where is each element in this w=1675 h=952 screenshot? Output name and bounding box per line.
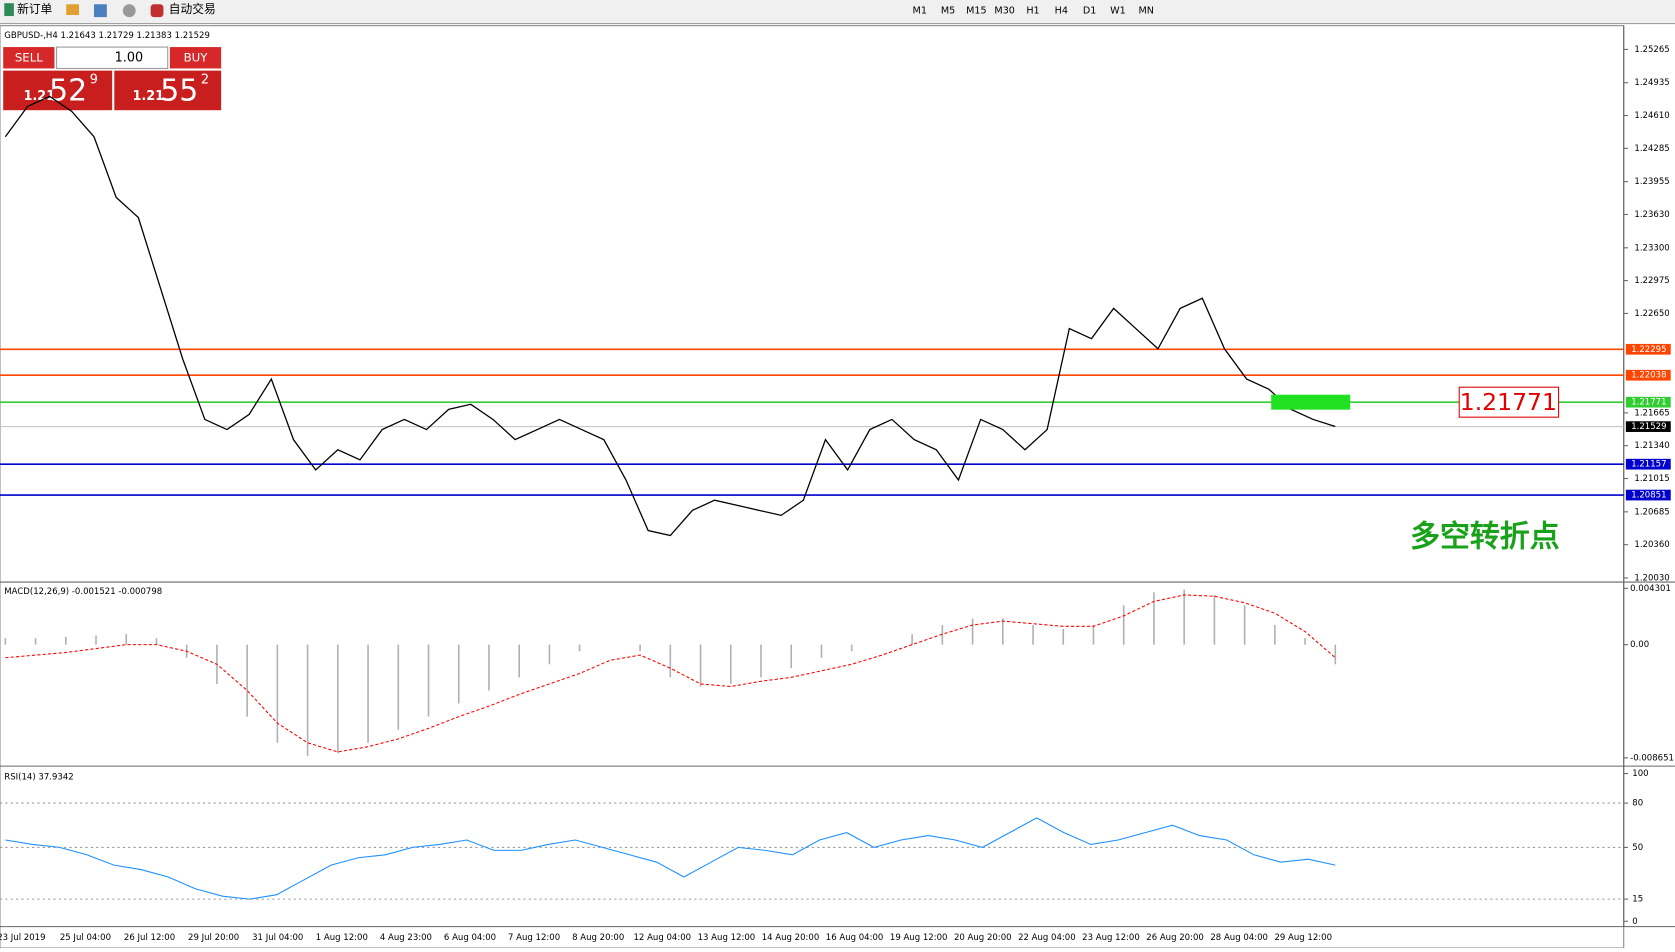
x-tick-label: 26 Jul 12:00 — [124, 933, 175, 943]
x-tick-label: 23 Aug 12:00 — [1082, 933, 1140, 943]
y-tick-label: 1.24935 — [1634, 78, 1669, 88]
lot-input[interactable]: 1.00 — [115, 50, 144, 65]
toolbar-button[interactable]: 自动交易 — [169, 2, 216, 16]
x-tick-label: 25 Jul 04:00 — [60, 933, 111, 943]
x-tick-label: 20 Aug 20:00 — [954, 933, 1012, 943]
chart-frame — [0, 25, 1625, 949]
y-tick-label: -0.008651 — [1630, 753, 1674, 763]
level-label: 1.21157 — [1631, 460, 1666, 470]
x-tick-label: 6 Aug 04:00 — [444, 933, 496, 943]
sell-fraction: 9 — [90, 73, 98, 88]
period-button[interactable]: M15 — [966, 6, 987, 17]
y-tick-label: 1.24285 — [1634, 144, 1669, 154]
price-callout-box — [1458, 386, 1560, 418]
y-tick-label: 1.20030 — [1634, 573, 1669, 583]
indicator-title: MACD(12,26,9) -0.001521 -0.000798 — [4, 587, 162, 597]
x-tick-label: 29 Jul 20:00 — [188, 933, 239, 943]
x-tick-label: 28 Aug 04:00 — [1210, 933, 1268, 943]
x-tick-label: 12 Aug 04:00 — [634, 933, 692, 943]
x-tick-label: 7 Aug 12:00 — [508, 933, 560, 943]
sell-button[interactable]: SELL — [15, 50, 43, 64]
x-tick-label: 19 Aug 12:00 — [890, 933, 948, 943]
y-tick-label: 1.23300 — [1634, 243, 1669, 253]
y-tick-label: 1.20360 — [1634, 540, 1669, 550]
rsi-line — [5, 817, 1336, 900]
x-tick-label: 1 Aug 12:00 — [316, 933, 368, 943]
period-button[interactable]: W1 — [1110, 6, 1126, 17]
period-button[interactable]: D1 — [1083, 6, 1097, 17]
toolbar-button[interactable]: 新订单 — [17, 2, 52, 16]
level-tag — [1625, 396, 1671, 408]
y-tick-label: 1.24610 — [1634, 111, 1669, 121]
level-tag — [1625, 369, 1671, 381]
y-tick-label: 50 — [1632, 843, 1643, 853]
buy-price: 1.21 — [132, 89, 164, 104]
price-callout: 1.21771 — [1460, 388, 1557, 416]
x-tick-label: 22 Aug 04:00 — [1018, 933, 1076, 943]
y-tick-label: 0 — [1632, 917, 1637, 927]
level-label: 1.22038 — [1631, 371, 1666, 381]
toolbar — [0, 0, 1675, 24]
level-label: 1.21771 — [1631, 398, 1666, 408]
buy-fraction: 2 — [201, 73, 209, 88]
y-tick-label: 1.21340 — [1634, 441, 1669, 451]
y-tick-label: 0.004301 — [1630, 584, 1671, 594]
y-tick-label: 1.23630 — [1634, 210, 1669, 220]
y-tick-label: 1.21665 — [1634, 408, 1669, 418]
x-tick-label: 13 Aug 12:00 — [698, 933, 756, 943]
y-tick-label: 1.20685 — [1634, 507, 1669, 517]
x-tick-label: 29 Aug 12:00 — [1274, 933, 1332, 943]
period-button[interactable]: MN — [1138, 6, 1153, 17]
level-label: 1.20851 — [1631, 491, 1666, 501]
x-tick-label: 14 Aug 20:00 — [762, 933, 820, 943]
level-tag — [1625, 489, 1671, 501]
sell-price: 1.21 — [24, 89, 56, 104]
x-tick-label: 8 Aug 20:00 — [572, 933, 624, 943]
y-tick-label: 1.25265 — [1634, 45, 1669, 55]
y-tick-label: 100 — [1632, 769, 1648, 779]
period-button[interactable]: M5 — [941, 6, 955, 17]
y-tick-label: 15 — [1632, 895, 1643, 905]
symbol-header: GBPUSD-,H4 1.21643 1.21729 1.21383 1.215… — [4, 31, 210, 41]
sell-pips: 52 — [49, 74, 87, 109]
y-tick-label: 1.22650 — [1634, 309, 1669, 319]
x-tick-label: 16 Aug 04:00 — [826, 933, 884, 943]
y-tick-label: 1.21015 — [1634, 474, 1669, 484]
y-tick-label: 1.23955 — [1634, 177, 1669, 187]
level-tag — [1625, 458, 1671, 470]
level-tag — [1625, 343, 1671, 355]
x-tick-label: 26 Aug 20:00 — [1146, 933, 1204, 943]
highlight-zone — [1271, 394, 1351, 410]
x-tick-label: 31 Jul 04:00 — [252, 933, 303, 943]
period-button[interactable]: H4 — [1055, 6, 1068, 17]
period-button[interactable]: M1 — [913, 6, 927, 17]
x-tick-label: 23 Jul 2019 — [0, 933, 46, 943]
price-line — [4, 95, 1336, 537]
buy-button[interactable]: BUY — [184, 50, 209, 64]
buy-pips: 55 — [160, 74, 198, 109]
annotation: 多空转折点 — [1410, 520, 1560, 555]
trade-panel: SELL BUY 1.00 1.21 52 9 1.21 55 2 — [3, 46, 222, 111]
period-button[interactable]: M30 — [994, 6, 1015, 17]
period-button[interactable]: H1 — [1026, 6, 1039, 17]
price-tag — [1625, 421, 1671, 432]
y-tick-label: 1.22975 — [1634, 276, 1669, 286]
y-tick-label: 80 — [1632, 799, 1643, 809]
y-tick-label: 0.00 — [1630, 640, 1649, 650]
x-tick-label: 4 Aug 23:00 — [380, 933, 432, 943]
level-label: 1.22295 — [1631, 345, 1666, 355]
signal-line — [5, 594, 1336, 753]
indicator-title: RSI(14) 37.9342 — [4, 772, 73, 782]
current-price-label: 1.21529 — [1631, 422, 1666, 432]
